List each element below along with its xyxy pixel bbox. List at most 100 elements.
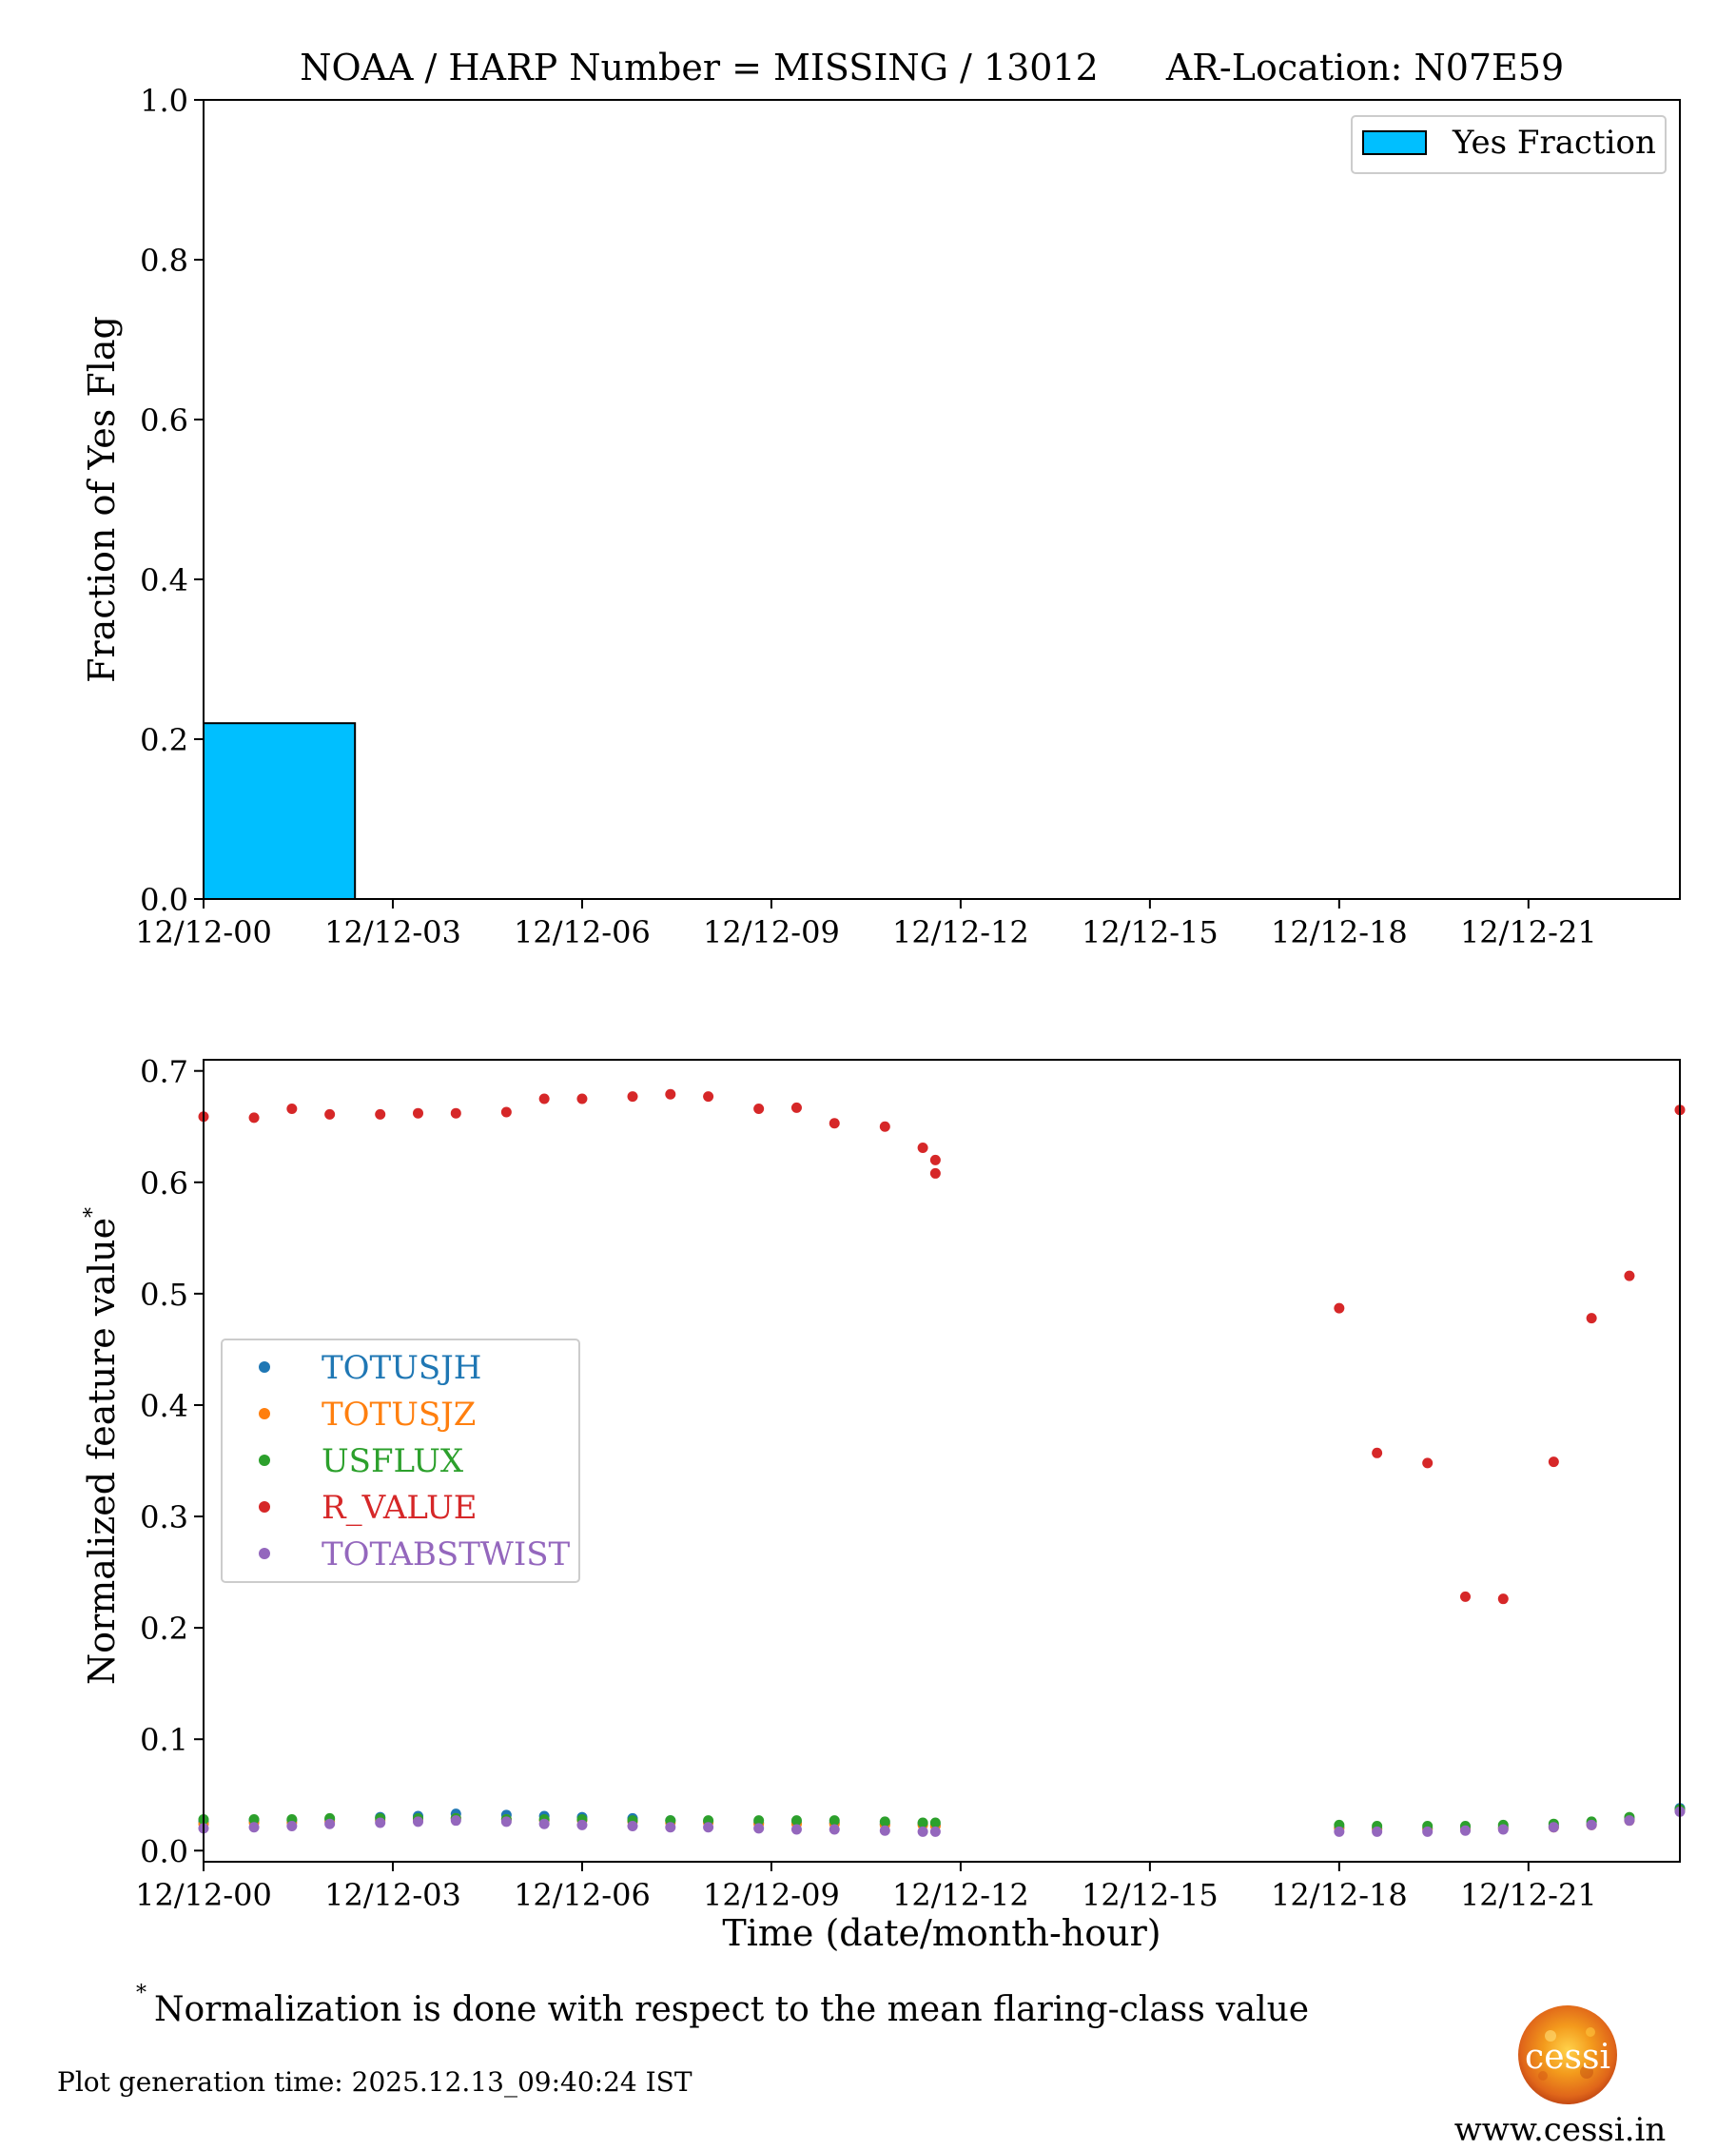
data-point — [1548, 1456, 1559, 1468]
legend-label: R_VALUE — [322, 1489, 478, 1527]
data-point — [286, 1821, 298, 1832]
footnote-text: Normalization is done with respect to th… — [154, 1990, 1309, 2029]
data-point — [929, 1826, 941, 1837]
y-tick-label: 0.1 — [140, 1722, 188, 1758]
legend-item-totusjh: TOTUSJH — [259, 1349, 481, 1387]
top-legend: Yes Fraction — [1351, 115, 1667, 174]
data-point — [1334, 1302, 1345, 1314]
data-point — [375, 1817, 386, 1828]
data-point — [1497, 1824, 1509, 1835]
x-tick-label: 12/12-15 — [1082, 1877, 1219, 1913]
series-r-value — [198, 1088, 1686, 1605]
data-point — [286, 1104, 298, 1115]
data-point — [1497, 1593, 1509, 1605]
data-point — [879, 1121, 890, 1132]
y-tick-label: 0.5 — [140, 1277, 188, 1313]
data-point — [917, 1142, 928, 1153]
y-tick-label: 0.2 — [140, 1611, 188, 1647]
bottom-plot-frame — [203, 1059, 1681, 1863]
x-tick-label: 12/12-03 — [324, 1877, 461, 1913]
data-point — [829, 1824, 840, 1835]
legend-label-yes-fraction: Yes Fraction — [1452, 124, 1656, 162]
data-point — [1624, 1815, 1635, 1827]
chart-title-location: AR-Location: N07E59 — [1165, 47, 1564, 88]
bottom-legend: TOTUSJH TOTUSJZ USFLUX R_VALUE TOTABSTWIST — [221, 1339, 580, 1583]
top-plot-frame — [203, 99, 1681, 900]
legend-item-totabstwist: TOTABSTWIST — [259, 1535, 571, 1573]
x-tick-label: 12/12-12 — [892, 1877, 1029, 1913]
data-point — [1586, 1313, 1597, 1324]
data-point — [375, 1108, 386, 1120]
data-point — [753, 1815, 765, 1827]
y-tick-label: 0.6 — [140, 402, 188, 439]
y-tick-label: 0.6 — [140, 1165, 188, 1202]
top-y-axis-label: Fraction of Yes Flag — [81, 316, 123, 683]
legend-marker — [259, 1361, 270, 1373]
y-tick-label: 0.0 — [140, 882, 188, 918]
yes-fraction-chart: NOAA / HARP Number = MISSING / 13012 AR-… — [81, 47, 1681, 950]
legend-marker — [259, 1408, 270, 1419]
data-point — [790, 1824, 802, 1835]
x-tick-label: 12/12-15 — [1082, 914, 1219, 950]
data-point — [1372, 1447, 1383, 1458]
legend-marker — [259, 1501, 270, 1513]
data-point — [450, 1107, 461, 1119]
x-tick-label: 12/12-18 — [1271, 1877, 1408, 1913]
legend-frame — [221, 1339, 580, 1583]
data-point — [1459, 1591, 1471, 1602]
bottom-x-axis-label: Time (date/month-hour) — [722, 1912, 1161, 1954]
data-point — [703, 1091, 714, 1103]
data-point — [1422, 1826, 1434, 1837]
data-point — [1624, 1270, 1635, 1281]
y-tick-label: 0.4 — [140, 562, 188, 598]
y-tick-label: 0.3 — [140, 1499, 188, 1535]
data-point — [1334, 1826, 1345, 1837]
bar-0 — [203, 722, 357, 901]
data-point — [929, 1154, 941, 1165]
data-point — [627, 1821, 638, 1832]
x-tick-label: 12/12-06 — [514, 914, 651, 950]
legend-swatch-yes-fraction — [1362, 130, 1427, 155]
data-point — [929, 1167, 941, 1179]
data-point — [248, 1822, 260, 1833]
data-point — [879, 1825, 890, 1836]
data-point — [665, 1822, 676, 1833]
x-tick-label: 12/12-03 — [324, 914, 461, 950]
data-point — [324, 1108, 336, 1120]
data-point — [829, 1815, 840, 1827]
normalized-features-chart: 0.0 0.1 0.2 0.3 0.4 0.5 0.6 0.7 12/12-00 12/12-0… — [81, 1054, 1686, 1954]
legend-item-r-value: R_VALUE — [259, 1489, 478, 1527]
legend-label: TOTUSJZ — [322, 1396, 476, 1434]
data-point — [665, 1088, 676, 1100]
x-tick-label: 12/12-09 — [703, 1877, 840, 1913]
x-tick-label: 12/12-18 — [1271, 914, 1408, 950]
series-totabstwist — [198, 1806, 1686, 1837]
bottom-y-axis-label-sup: * — [81, 1207, 105, 1218]
website-link[interactable]: www.cessi.in — [1454, 2111, 1667, 2149]
legend-frame — [1351, 115, 1667, 174]
footnote: * Normalization is done with respect to … — [136, 1982, 1309, 2029]
y-tick-label: 0.2 — [140, 722, 188, 758]
data-point — [917, 1826, 928, 1837]
data-point — [917, 1817, 928, 1828]
data-point — [500, 1106, 512, 1118]
data-point — [703, 1822, 714, 1833]
data-point — [248, 1112, 260, 1124]
data-point — [1459, 1825, 1471, 1836]
data-point — [790, 1102, 802, 1113]
data-point — [538, 1818, 550, 1829]
data-point — [879, 1816, 890, 1828]
chart-title-harp: NOAA / HARP Number = MISSING / 13012 — [300, 47, 1099, 88]
legend-marker — [259, 1455, 270, 1466]
svg-text:Normalized feature value*: Normalized feature value* — [81, 1207, 123, 1685]
legend-label: TOTABSTWIST — [322, 1535, 571, 1573]
data-point — [829, 1118, 840, 1129]
data-point — [413, 1107, 424, 1119]
legend-item-usflux: USFLUX — [259, 1442, 464, 1480]
data-point — [324, 1818, 336, 1829]
data-point — [576, 1819, 588, 1830]
x-tick-label: 12/12-21 — [1460, 914, 1597, 950]
legend-label: USFLUX — [322, 1442, 464, 1480]
x-tick-label: 12/12-00 — [135, 914, 272, 950]
